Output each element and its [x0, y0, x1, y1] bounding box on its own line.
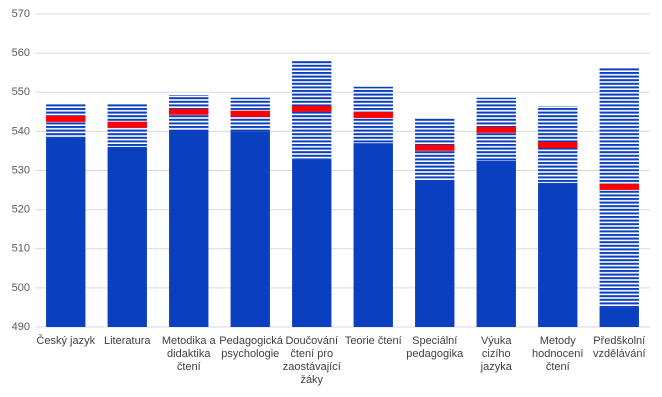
mean-marker — [353, 111, 393, 118]
mean-marker — [599, 183, 639, 190]
mean-marker — [107, 121, 147, 128]
x-tick-label: Metody hodnocení čtení — [532, 335, 584, 373]
y-tick-label: 550 — [12, 86, 30, 98]
bar-segment — [230, 131, 270, 327]
bar-segment — [107, 147, 147, 327]
y-tick-label: 520 — [12, 204, 30, 216]
y-tick-label: 500 — [12, 282, 30, 294]
x-tick-label: Předškolní vzdělávání — [592, 335, 646, 360]
mean-marker — [538, 142, 578, 149]
x-tick-label: Metodika a didaktika čtení — [161, 335, 216, 373]
y-tick-label: 530 — [12, 164, 30, 176]
x-tick-label: Literatura — [104, 335, 151, 347]
mean-marker — [415, 144, 455, 151]
bar-segment — [169, 129, 209, 327]
x-tick-label: Pedagogická psychologie — [219, 335, 283, 360]
y-tick-label: 490 — [12, 321, 30, 333]
bar-segment — [46, 138, 86, 327]
mean-marker — [46, 115, 86, 122]
bar-segment — [538, 183, 578, 327]
x-tick-label: Doučování čtení pro zaostávající žáky — [282, 335, 341, 386]
y-tick-label: 540 — [12, 125, 30, 137]
x-tick-label: Český jazyk — [36, 335, 96, 347]
x-tick-label: Speciální pedagogika — [406, 335, 464, 360]
bar-segment — [353, 143, 393, 327]
mean-marker — [230, 110, 270, 117]
mean-marker — [476, 126, 516, 133]
bar-segment — [476, 160, 516, 327]
y-tick-label: 510 — [12, 243, 30, 255]
bar-segment — [599, 307, 639, 327]
x-tick-label: Teorie čtení — [344, 335, 402, 347]
x-tick-label: Výuka cizího jazyka — [480, 335, 512, 373]
y-tick-label: 570 — [12, 8, 30, 20]
mean-marker — [169, 108, 209, 115]
y-tick-label: 560 — [12, 47, 30, 59]
bar-segment — [415, 179, 455, 327]
bar-segment — [292, 159, 332, 327]
mean-marker — [292, 105, 332, 112]
